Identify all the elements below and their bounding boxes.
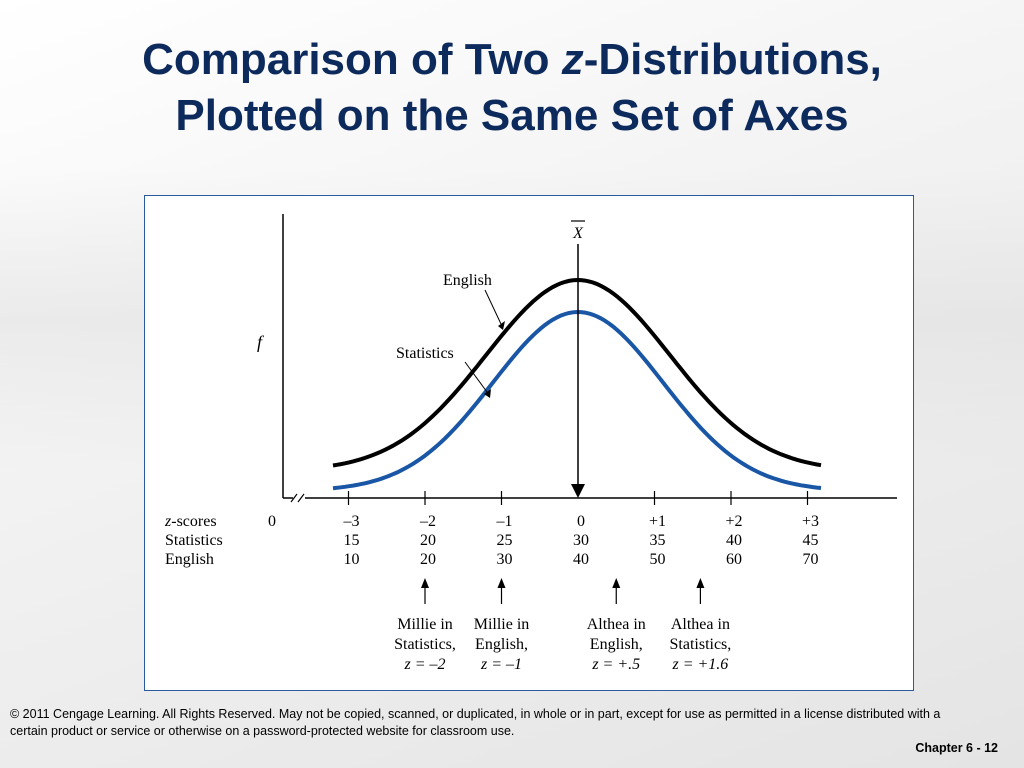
english-score: 40 [573, 551, 589, 568]
chapter-page-number: Chapter 6 - 12 [915, 741, 998, 755]
mean-label: X [572, 225, 584, 242]
annotation-arrowhead [612, 578, 621, 588]
title-part-1: Comparison of Two [142, 35, 562, 84]
annotation-text: z = +1.6 [671, 656, 728, 673]
statistics-pointer [464, 361, 488, 393]
annotation-arrowhead [696, 578, 705, 588]
statistics-score: 40 [726, 532, 742, 549]
z-score: +1 [649, 513, 666, 530]
slide-title: Comparison of Two z-Distributions, Plott… [0, 32, 1024, 144]
x-axis-ticks [347, 491, 809, 505]
axis-break-mark-2 [297, 493, 305, 503]
mean-arrowhead [571, 484, 585, 498]
z-score: –1 [496, 513, 513, 530]
statistics-score: 20 [420, 532, 436, 549]
annotation-text: z = –1 [480, 656, 522, 673]
english-pointer-head [498, 321, 505, 330]
z-scores-suffix: -scores [171, 513, 216, 530]
english-score: 30 [497, 551, 513, 568]
title-line-2: Plotted on the Same Set of Axes [175, 91, 849, 140]
annotation-arrowhead [421, 578, 429, 588]
statistics-score: 45 [803, 532, 819, 549]
annotation-text: Statistics, [394, 636, 456, 653]
z-score: –2 [419, 513, 436, 530]
annotation-text: English, [475, 636, 528, 653]
english-score: 60 [726, 551, 742, 568]
annotation-text: Althea in [671, 616, 730, 633]
annotation-text: z = –2 [403, 656, 445, 673]
statistics-score: 15 [344, 532, 360, 549]
z-scores-prefix: z [164, 513, 172, 530]
title-part-2: -Distributions, [583, 35, 882, 84]
annotation-text: Statistics, [670, 636, 732, 653]
statistics-label: Statistics [396, 345, 454, 362]
statistics-curve [332, 309, 822, 491]
z-score: –3 [343, 513, 360, 530]
y-axis-label: f [257, 332, 265, 352]
z-scores-row-label: z-scores [164, 513, 217, 530]
annotation-text: z = +.5 [591, 656, 640, 673]
english-score: 10 [344, 551, 360, 568]
figure-box: f X English Statistics z-scores Statisti… [144, 195, 914, 691]
annotation-text: English, [590, 636, 643, 653]
statistics-score: 35 [650, 532, 666, 549]
annotation-text: Millie in [397, 616, 453, 633]
score-columns: –3 15 10 –2 20 20 –1 25 30 0 30 40 +1 35 50 +2 40 60 +3 45 7… [343, 513, 820, 568]
z-score: 0 [577, 513, 585, 530]
english-row-label: English [165, 551, 214, 568]
english-pointer [484, 289, 502, 325]
score-annotations: Millie in Statistics, z = –2 Millie in Engli… [394, 578, 731, 673]
annotation-arrowhead [497, 578, 506, 588]
annotation-text: Althea in [587, 616, 646, 633]
english-score: 70 [803, 551, 819, 568]
statistics-row-label: Statistics [165, 532, 223, 549]
axis-break-mark-1 [290, 493, 298, 503]
annotation-text: Millie in [474, 616, 530, 633]
statistics-score: 30 [573, 532, 589, 549]
distribution-diagram: f X English Statistics z-scores Statisti… [164, 214, 897, 673]
statistics-score: 25 [497, 532, 513, 549]
english-score: 20 [420, 551, 436, 568]
english-score: 50 [650, 551, 666, 568]
title-z: z [561, 35, 584, 84]
title-line-1: Comparison of Two z-Distributions, [0, 32, 1024, 88]
z-score: +2 [725, 513, 742, 530]
english-curve [332, 277, 822, 468]
copyright-notice: © 2011 Cengage Learning. All Rights Rese… [10, 707, 941, 738]
statistics-pointer-head [484, 389, 491, 398]
english-label: English [443, 272, 492, 289]
z-score: +3 [802, 513, 819, 530]
zero-label: 0 [268, 513, 276, 530]
